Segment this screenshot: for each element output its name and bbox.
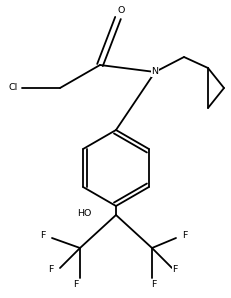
Text: O: O: [117, 6, 124, 15]
Text: HO: HO: [77, 209, 92, 218]
Text: N: N: [151, 68, 158, 77]
Text: F: F: [73, 280, 78, 289]
Text: F: F: [40, 232, 46, 240]
Text: F: F: [151, 280, 156, 289]
Text: F: F: [181, 232, 187, 240]
Text: F: F: [49, 266, 54, 274]
Text: Cl: Cl: [9, 83, 18, 92]
Text: F: F: [172, 266, 177, 274]
